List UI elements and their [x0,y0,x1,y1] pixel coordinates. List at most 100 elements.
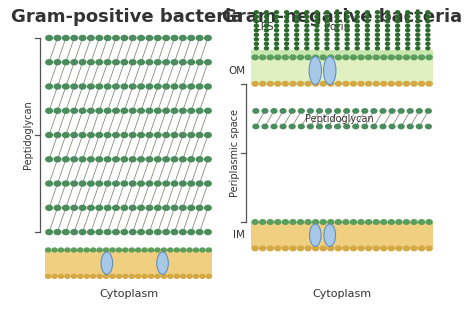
Circle shape [325,15,329,18]
Circle shape [71,205,77,210]
Circle shape [285,11,289,14]
Circle shape [146,205,153,210]
Circle shape [163,157,169,162]
Circle shape [264,33,268,36]
Circle shape [255,15,258,18]
Circle shape [71,230,77,235]
Circle shape [396,29,400,32]
Circle shape [358,55,364,60]
Circle shape [104,205,111,210]
Circle shape [138,205,145,210]
Circle shape [91,275,96,278]
Circle shape [283,55,288,60]
Circle shape [196,36,203,41]
Circle shape [163,230,169,235]
Circle shape [335,24,339,27]
Circle shape [365,20,369,23]
Text: Cytoplasm: Cytoplasm [312,289,372,299]
Circle shape [325,11,329,14]
Circle shape [267,246,273,251]
Circle shape [121,108,128,113]
Circle shape [406,29,410,32]
Circle shape [274,42,279,45]
Circle shape [328,220,334,224]
Circle shape [46,275,51,278]
Circle shape [180,60,186,65]
Circle shape [138,36,145,41]
Circle shape [97,248,102,252]
Circle shape [260,220,266,224]
Circle shape [350,81,356,86]
Circle shape [416,20,420,23]
Circle shape [353,124,359,129]
Circle shape [46,157,53,162]
Circle shape [136,248,141,252]
Circle shape [274,29,279,32]
Circle shape [155,157,161,162]
Circle shape [206,275,211,278]
Circle shape [313,55,319,60]
Circle shape [411,246,417,251]
Bar [251,222,433,248]
Circle shape [205,181,211,186]
Circle shape [396,33,400,36]
Circle shape [380,109,386,113]
Bar [251,50,433,57]
Circle shape [274,15,279,18]
Circle shape [196,108,203,113]
Circle shape [171,60,178,65]
Circle shape [305,81,311,86]
Circle shape [385,29,390,32]
Circle shape [252,220,258,224]
Circle shape [426,29,430,32]
Circle shape [255,20,258,23]
Circle shape [416,15,420,18]
Circle shape [161,275,166,278]
Circle shape [63,108,69,113]
Circle shape [121,133,128,138]
Circle shape [389,124,395,129]
Circle shape [138,108,145,113]
Circle shape [403,220,410,224]
Circle shape [96,108,102,113]
Circle shape [335,246,341,251]
Circle shape [104,84,111,89]
Circle shape [260,81,266,86]
Circle shape [267,81,273,86]
Circle shape [280,109,286,113]
Circle shape [205,133,211,138]
Circle shape [264,29,268,32]
Circle shape [373,246,379,251]
Circle shape [188,205,194,210]
Circle shape [113,181,119,186]
Circle shape [295,33,299,36]
Circle shape [308,124,313,129]
Circle shape [113,133,119,138]
Circle shape [375,11,379,14]
Circle shape [79,133,86,138]
Circle shape [362,109,368,113]
Circle shape [406,24,410,27]
Circle shape [375,24,379,27]
Circle shape [46,248,51,252]
Circle shape [196,157,203,162]
Circle shape [188,108,194,113]
Ellipse shape [101,252,113,274]
Circle shape [426,47,430,50]
Circle shape [345,24,349,27]
Circle shape [123,275,128,278]
Circle shape [54,157,61,162]
Circle shape [325,33,329,36]
Circle shape [426,38,430,41]
Circle shape [426,33,430,36]
Circle shape [71,157,77,162]
Circle shape [155,248,160,252]
Circle shape [71,36,77,41]
Circle shape [63,84,69,89]
Circle shape [46,108,53,113]
Circle shape [255,24,258,27]
Circle shape [335,220,341,224]
Circle shape [343,81,349,86]
Circle shape [96,205,102,210]
Circle shape [356,24,359,27]
